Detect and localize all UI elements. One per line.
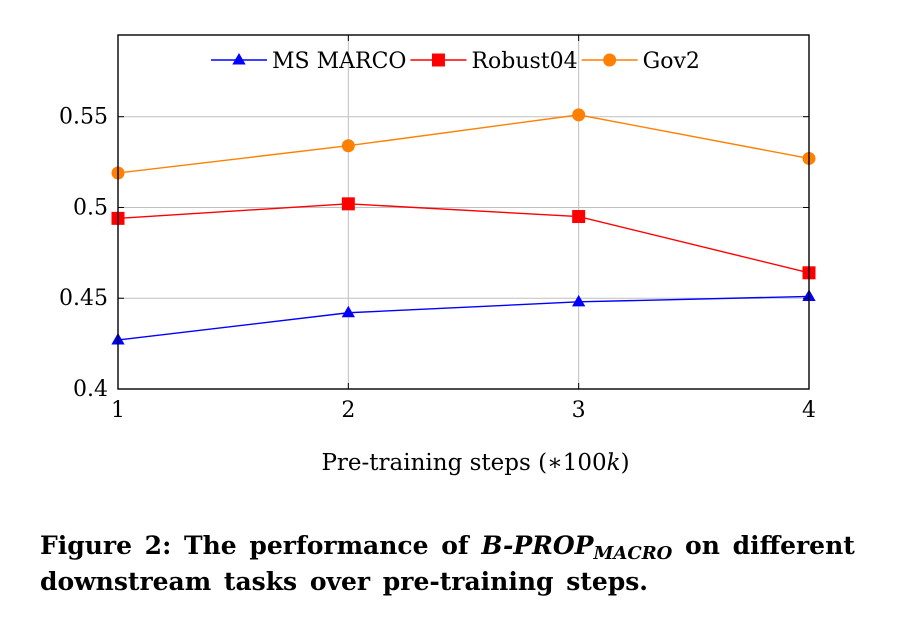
series-robust04 [111,197,816,280]
series-gov2 [111,108,816,180]
series-line-ms-marco [117,295,810,341]
data-point-ms-marco [572,294,586,307]
y-tick-label: 0.4 [73,377,108,402]
data-point-gov2 [572,108,586,122]
data-point-gov2 [341,139,355,153]
series-lines [111,108,816,345]
data-point-robust04 [341,197,355,211]
legend-marker-gov2 [603,53,617,67]
plot-frame [117,34,810,390]
y-tick-label: 0.5 [73,195,108,220]
series-ms-marco [111,289,816,345]
legend-label-robust04: Robust04 [471,49,577,74]
caption-text-after: on different downstream tasks over pre-t… [40,531,855,596]
legend-item-gov2: Gov2 [581,49,700,74]
y-tick-label: 0.45 [59,286,108,311]
x-tick-label: 3 [572,398,586,423]
x-tick-label: 1 [111,398,125,423]
x-tick-label: 4 [802,398,816,423]
legend-marker-robust04 [431,53,445,67]
x-tick-label: 2 [341,398,355,423]
line-chart: 1 2 3 40.40.450.50.55 MS MARCO Robust04 Gov2 … [59,34,816,476]
data-point-ms-marco [341,305,355,318]
series-line-robust04 [117,203,810,274]
y-tick-label: 0.55 [59,105,108,130]
figure-caption: Figure 2: The performance of B-PROPMACRO… [40,528,860,600]
caption-label: Figure 2: [40,531,172,560]
legend-label-gov2: Gov2 [643,49,700,74]
series-line-gov2 [117,114,810,174]
caption-text-before: The performance of [171,531,482,560]
legend-item-ms-marco: MS MARCO [211,49,406,74]
legend-item-robust04: Robust04 [410,49,578,74]
axis-ticks: 1 2 3 4 0.4 0.45 0.5 0.55 [59,35,816,423]
caption-model-name: B-PROP [481,531,594,560]
legend-label-ms-marco: MS MARCO [272,49,406,74]
caption-model-subscript: MACRO [593,543,673,564]
legend: MS MARCO Robust04 Gov2 [211,49,700,74]
legend-marker-ms-marco [232,53,246,65]
data-point-robust04 [572,210,586,224]
x-axis-title: Pre-training steps (∗100k) [321,450,629,476]
